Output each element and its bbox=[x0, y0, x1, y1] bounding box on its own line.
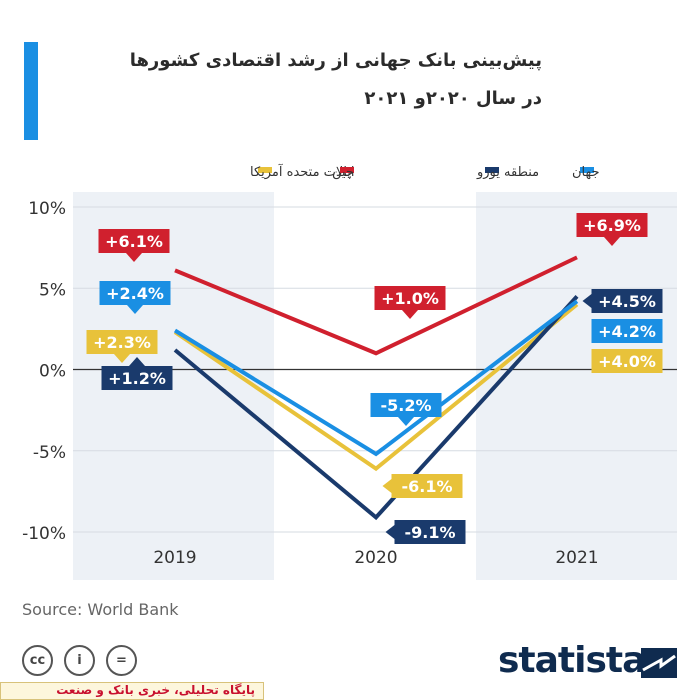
chart-subtitle: در سال ۲۰۲۰و ۲۰۲۱ bbox=[364, 88, 542, 109]
watermark-text: پایگاه تحلیلی، خبری بانک و صنعت bbox=[56, 683, 255, 697]
y-tick-label: 5% bbox=[39, 280, 66, 300]
data-label-pointer bbox=[114, 354, 130, 363]
y-tick-label: -10% bbox=[22, 524, 66, 544]
data-label-text: +4.2% bbox=[598, 322, 656, 341]
cc-license-icon: cc bbox=[22, 645, 53, 676]
data-label-box bbox=[576, 213, 648, 237]
legend-label: جهان bbox=[572, 165, 600, 180]
source-note: Source: World Bank bbox=[22, 600, 179, 619]
statista-logo: statista bbox=[498, 640, 646, 681]
data-label-box bbox=[101, 366, 173, 390]
data-label-text: +2.4% bbox=[106, 284, 164, 303]
y-tick-label: -5% bbox=[33, 443, 66, 463]
data-label: +2.3% bbox=[86, 330, 158, 363]
legend-label: چین bbox=[332, 165, 354, 180]
title-accent-bar bbox=[24, 42, 38, 140]
data-label-box bbox=[394, 520, 466, 544]
watermark-banner: پایگاه تحلیلی، خبری بانک و صنعت bbox=[0, 682, 264, 700]
data-label: +2.4% bbox=[99, 281, 171, 314]
data-label-text: +1.0% bbox=[381, 289, 439, 308]
legend-swatch bbox=[485, 167, 499, 173]
chart-title: پیش‌بینی بانک جهانی از رشد اقتصادی کشوره… bbox=[129, 50, 542, 71]
data-label-box bbox=[391, 474, 463, 498]
data-label-box bbox=[591, 289, 663, 313]
legend-label: ایالات متحده آمریکا bbox=[250, 163, 355, 180]
data-label-pointer bbox=[385, 525, 395, 539]
series-line bbox=[173, 295, 579, 521]
data-label-box bbox=[591, 319, 663, 343]
no-derivatives-icon: = bbox=[106, 645, 137, 676]
data-label-box bbox=[86, 330, 158, 354]
data-label-pointer bbox=[382, 479, 392, 493]
data-label-pointer bbox=[126, 253, 142, 262]
legend-swatch bbox=[340, 167, 354, 173]
attribution-icon: i bbox=[64, 645, 95, 676]
data-label-text: +4.5% bbox=[598, 292, 656, 311]
data-label-text: -6.1% bbox=[401, 477, 452, 496]
legend-swatch bbox=[580, 167, 594, 173]
data-label: +1.2% bbox=[101, 357, 173, 390]
data-label-text: -5.2% bbox=[380, 396, 431, 415]
x-tick-label: 2020 bbox=[354, 548, 397, 568]
data-label-text: +6.1% bbox=[105, 232, 163, 251]
y-tick-label: 0% bbox=[39, 362, 66, 382]
data-label: -5.2% bbox=[370, 393, 442, 426]
legend-label: منطقه یورو bbox=[476, 165, 539, 180]
data-label: +4.0% bbox=[591, 349, 663, 373]
data-label: +6.1% bbox=[98, 229, 170, 262]
data-label-box bbox=[591, 349, 663, 373]
series-line bbox=[173, 302, 579, 472]
data-label-pointer bbox=[398, 417, 414, 426]
data-label-box bbox=[370, 393, 442, 417]
data-label: +4.2% bbox=[591, 319, 663, 343]
x-tick-label: 2019 bbox=[153, 548, 196, 568]
x-tick-label: 2021 bbox=[555, 548, 598, 568]
data-label-text: +1.2% bbox=[108, 369, 166, 388]
series-line bbox=[174, 255, 578, 356]
data-label-pointer bbox=[582, 294, 592, 308]
data-label: -6.1% bbox=[382, 474, 463, 498]
category-band-2021 bbox=[476, 192, 677, 580]
data-label-box bbox=[98, 229, 170, 253]
data-label-text: +4.0% bbox=[598, 352, 656, 371]
data-label-box bbox=[374, 286, 446, 310]
data-label: -9.1% bbox=[385, 520, 466, 544]
data-label-pointer bbox=[402, 310, 418, 319]
data-label-text: +6.9% bbox=[583, 216, 641, 235]
data-label: +4.5% bbox=[582, 289, 663, 313]
y-tick-label: 10% bbox=[28, 199, 66, 219]
data-label-pointer bbox=[127, 305, 143, 314]
data-label-text: +2.3% bbox=[93, 333, 151, 352]
data-label: +6.9% bbox=[576, 213, 648, 246]
data-label-box bbox=[99, 281, 171, 305]
data-label-pointer bbox=[129, 357, 145, 366]
legend-swatch bbox=[258, 167, 272, 173]
statista-logo-mark-icon bbox=[641, 648, 677, 678]
data-label-text: -9.1% bbox=[404, 523, 455, 542]
series-line bbox=[173, 299, 579, 457]
data-label-pointer bbox=[604, 237, 620, 246]
data-label: +1.0% bbox=[374, 286, 446, 319]
